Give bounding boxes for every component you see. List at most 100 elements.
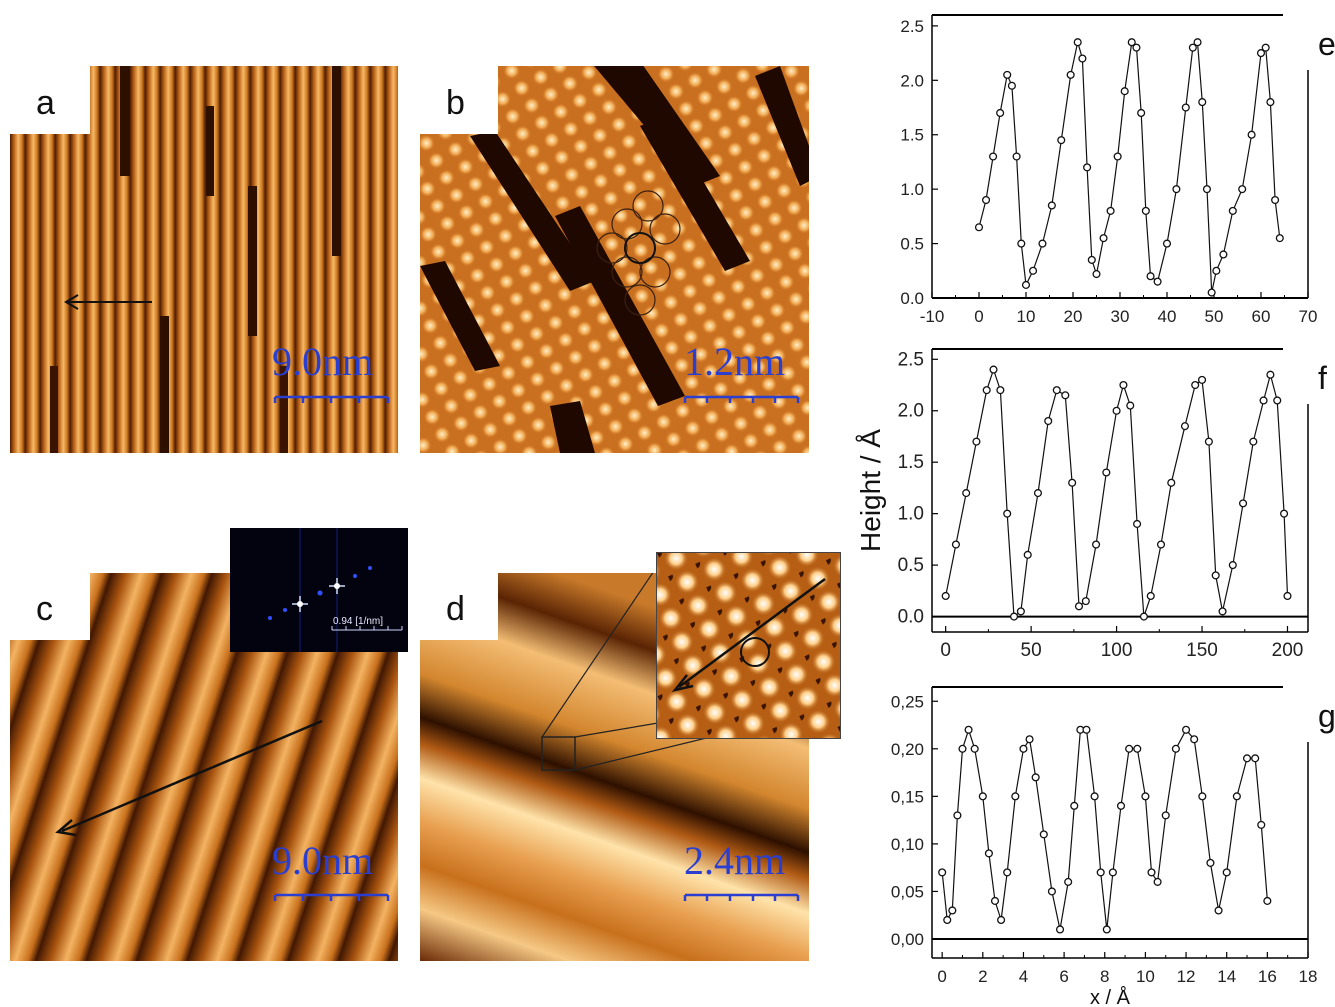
x-tick-label-f: 0 xyxy=(940,640,951,661)
y-tick-label-g: 0,25 xyxy=(891,692,924,711)
data-point-g xyxy=(1116,801,1126,810)
data-point-g xyxy=(1003,868,1012,877)
data-point-f xyxy=(1081,597,1090,606)
panel-label-g: g xyxy=(1318,698,1335,734)
y-tick-label-e: 0.0 xyxy=(900,289,924,308)
data-point-f xyxy=(1074,602,1084,611)
data-point-g xyxy=(1182,725,1191,734)
data-point-e xyxy=(1188,43,1197,52)
data-point-e xyxy=(1256,49,1266,58)
data-point-g xyxy=(990,896,1000,905)
data-point-e xyxy=(1087,255,1096,264)
data-point-e xyxy=(1172,185,1181,194)
panel-label-d: d xyxy=(446,590,465,628)
data-point-e xyxy=(1137,108,1146,118)
data-point-e xyxy=(1017,239,1026,248)
data-point-e xyxy=(1057,136,1066,145)
fft-inset: 0.94 [1/nm] xyxy=(230,528,408,652)
data-point-e xyxy=(1132,43,1141,52)
data-point-e xyxy=(1202,185,1211,194)
data-point-e xyxy=(1038,239,1047,248)
data-point-f xyxy=(1061,391,1070,400)
y-tick-label-e: 2.5 xyxy=(900,17,924,36)
data-point-f xyxy=(1016,607,1025,616)
y-tick-label-f: 2.0 xyxy=(898,401,924,422)
data-point-e xyxy=(1162,239,1172,248)
x-tick-label-g: 0 xyxy=(937,967,946,986)
data-point-g xyxy=(958,744,967,753)
data-point-e xyxy=(1238,185,1247,194)
panel-label-c: c xyxy=(36,590,53,628)
data-point-f xyxy=(1239,499,1248,508)
series-line-g xyxy=(941,727,1268,930)
data-point-e xyxy=(1141,206,1150,215)
data-point-f xyxy=(1266,370,1275,379)
data-point-f xyxy=(1126,401,1135,410)
data-point-e xyxy=(1247,130,1256,139)
data-point-f xyxy=(1283,591,1292,601)
x-tick-label-e: 50 xyxy=(1205,307,1224,326)
data-point-e xyxy=(1029,266,1038,275)
data-point-g xyxy=(997,915,1006,925)
y-tick-label-e: 1.0 xyxy=(900,180,924,199)
data-point-f xyxy=(1119,380,1128,390)
data-point-f xyxy=(1068,478,1077,487)
y-tick-label-f: 2.5 xyxy=(898,349,924,370)
data-point-f xyxy=(1259,396,1268,405)
panel-label-a: a xyxy=(36,84,55,122)
data-point-g xyxy=(1242,754,1252,763)
x-tick-label-g: 10 xyxy=(1136,967,1155,986)
data-point-f xyxy=(1133,519,1142,528)
x-tick-label-g: 6 xyxy=(1059,967,1068,986)
x-tick-label-g: 14 xyxy=(1217,967,1236,986)
data-point-f xyxy=(1146,591,1155,601)
data-point-g xyxy=(1076,725,1085,734)
data-point-g xyxy=(1064,877,1073,886)
zoom-inset-d xyxy=(656,552,841,739)
data-point-e xyxy=(1099,234,1108,243)
x-tick-label-e: 60 xyxy=(1252,307,1271,326)
data-point-e xyxy=(1146,272,1155,281)
data-point-e xyxy=(1219,250,1228,259)
scale-label-c: 9.0nm xyxy=(272,838,374,883)
x-axis-label: x / Å xyxy=(1090,986,1131,1007)
data-point-f xyxy=(951,540,960,549)
panel-label-f: f xyxy=(1318,360,1327,396)
x-tick-label-g: 18 xyxy=(1299,967,1318,986)
data-point-e xyxy=(981,195,991,205)
data-point-f xyxy=(1139,612,1148,621)
data-point-f xyxy=(1211,571,1220,580)
data-point-g xyxy=(1102,925,1111,934)
data-point-g xyxy=(1257,820,1266,829)
data-point-f xyxy=(1009,612,1019,621)
data-point-e xyxy=(1181,103,1190,112)
x-tick-label-f: 50 xyxy=(1021,640,1042,661)
y-tick-label-g: 0,20 xyxy=(891,740,924,759)
panel-label-b: b xyxy=(446,84,465,122)
data-point-g xyxy=(1055,925,1065,934)
data-point-g xyxy=(970,744,979,753)
data-point-f xyxy=(941,591,950,601)
data-point-e xyxy=(1212,266,1221,275)
data-point-e xyxy=(1083,163,1092,172)
data-point-f xyxy=(1180,422,1189,431)
x-tick-label-g: 12 xyxy=(1177,967,1196,986)
data-point-f xyxy=(1033,489,1043,498)
data-point-g xyxy=(1125,744,1134,753)
data-point-g xyxy=(1133,744,1142,753)
x-tick-label-e: 30 xyxy=(1111,307,1130,326)
data-point-g xyxy=(978,792,987,801)
data-point-g xyxy=(1141,792,1150,801)
x-tick-label-e: 10 xyxy=(1017,307,1036,326)
data-point-e xyxy=(1073,38,1082,47)
data-point-f xyxy=(1197,375,1207,384)
data-point-f xyxy=(1167,478,1176,487)
data-point-g xyxy=(1171,744,1180,753)
x-tick-label-g: 8 xyxy=(1100,967,1109,986)
data-point-e xyxy=(974,223,984,232)
data-point-f xyxy=(1191,380,1200,390)
data-point-g xyxy=(1096,868,1105,877)
data-point-e xyxy=(1271,195,1280,205)
data-point-g xyxy=(953,811,962,820)
x-tick-label-e: 70 xyxy=(1299,307,1318,326)
